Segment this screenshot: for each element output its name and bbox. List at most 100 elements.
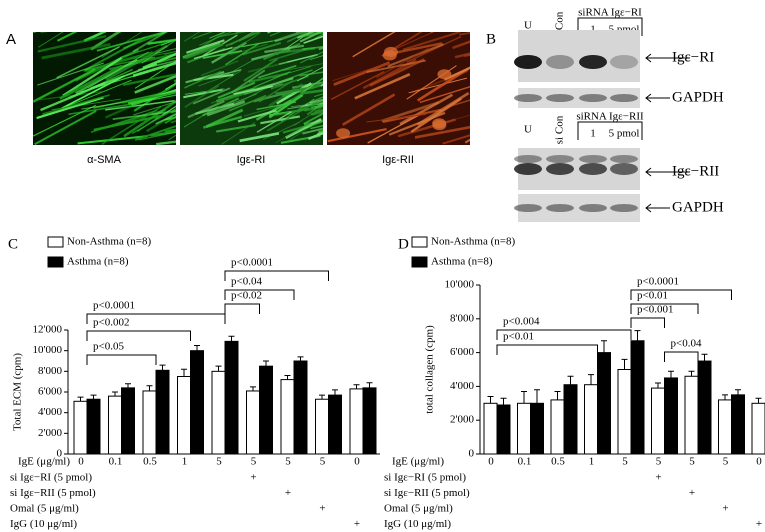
- fiber: [287, 100, 323, 116]
- fiber: [164, 32, 167, 33]
- band: [546, 94, 574, 102]
- error-bar: [159, 364, 166, 371]
- fiber: [150, 130, 176, 137]
- significance-bracket: [630, 289, 732, 300]
- fibers: [327, 32, 470, 145]
- group-bracket: [577, 121, 643, 126]
- fiber: [187, 99, 225, 119]
- annotation: p<0.04: [671, 338, 702, 350]
- bar: [73, 400, 88, 455]
- fiber: [248, 61, 288, 73]
- image-caption: Igε-RII: [382, 154, 414, 166]
- error-bar: [601, 340, 607, 353]
- fiber: [301, 77, 323, 94]
- fiber: [268, 48, 308, 62]
- fiber: [235, 32, 242, 35]
- fiber: [469, 143, 470, 145]
- fiber: [101, 106, 162, 145]
- fiber: [132, 61, 176, 78]
- fiber: [83, 32, 107, 43]
- fiber: [309, 98, 323, 105]
- fiber: [285, 118, 322, 140]
- fiber: [416, 92, 470, 126]
- fiber: [299, 71, 323, 77]
- bar: [731, 394, 745, 455]
- bar: [190, 350, 204, 455]
- fiber: [38, 32, 64, 48]
- fiber: [242, 41, 282, 56]
- y-tick-label: 10'000: [445, 279, 475, 291]
- fiber: [218, 32, 248, 38]
- y-tick-label: 8'000: [38, 365, 62, 377]
- fiber: [77, 135, 148, 145]
- fiber: [202, 97, 240, 117]
- fiber: [42, 94, 110, 115]
- fiber: [184, 43, 224, 60]
- error-bar: [554, 390, 561, 400]
- fiber: [209, 32, 226, 39]
- significance-bracket: [224, 303, 260, 314]
- error-bar: [263, 360, 269, 367]
- fiber: [414, 125, 470, 139]
- x-tick-label: 0.1: [518, 456, 532, 468]
- row-mark: +: [756, 518, 762, 530]
- fiber: [296, 66, 323, 82]
- image-caption: Igε-RI: [237, 154, 266, 166]
- annotation: p<0.05: [93, 341, 124, 353]
- bar: [664, 377, 678, 455]
- error-bar: [588, 374, 594, 385]
- bar: [550, 399, 565, 455]
- fiber: [381, 101, 440, 123]
- x-tick-label: 5: [216, 456, 222, 468]
- legend-label: Asthma (n=8): [431, 256, 493, 268]
- fiber: [75, 58, 138, 95]
- y-axis-label: total collagen (cpm): [424, 325, 436, 414]
- row-label: si Igε−RI (5 pmol): [10, 472, 92, 484]
- fiber: [260, 115, 300, 125]
- bar: [563, 384, 578, 455]
- fiber: [269, 32, 282, 37]
- fiber: [333, 61, 391, 86]
- fiber: [221, 122, 256, 145]
- arrow: [645, 53, 690, 63]
- row-mark: +: [354, 518, 360, 530]
- significance-bracket: [86, 330, 191, 341]
- fiber: [62, 56, 123, 97]
- fiber: [442, 134, 470, 145]
- x-tick-label: 5: [320, 456, 326, 468]
- fiber: [243, 58, 278, 82]
- fiber: [314, 108, 323, 114]
- error-bar: [755, 397, 762, 404]
- error-bar: [250, 386, 256, 391]
- fiber: [183, 88, 223, 99]
- group-label: siRNA Igε−RII: [576, 111, 644, 123]
- error-bar: [487, 396, 494, 404]
- y-tick-label: 8'000: [450, 312, 474, 324]
- y-axis-label: Total ECM (cpm): [12, 353, 24, 431]
- fiber: [458, 32, 470, 36]
- fiber: [206, 100, 246, 117]
- error-bar: [319, 394, 325, 400]
- error-bar: [215, 365, 222, 372]
- fiber: [233, 40, 273, 49]
- x-axis-label: IgE (μg/ml): [18, 456, 70, 468]
- cell: [336, 128, 351, 139]
- error-bar: [77, 396, 84, 402]
- error-bar: [534, 389, 540, 404]
- fiber: [37, 34, 107, 53]
- bar: [246, 390, 260, 455]
- fiber: [121, 91, 176, 104]
- fiber: [243, 104, 283, 117]
- fiber: [464, 138, 470, 144]
- band: [579, 163, 607, 175]
- error-bar: [521, 390, 527, 404]
- fiber: [444, 66, 470, 81]
- fiber: [416, 67, 470, 102]
- lane-label: 1: [590, 128, 596, 140]
- error-bar: [90, 394, 97, 400]
- fiber: [105, 44, 168, 81]
- fiber: [192, 87, 231, 105]
- bar: [224, 340, 239, 455]
- fiber: [217, 81, 256, 99]
- fiber: [369, 58, 425, 87]
